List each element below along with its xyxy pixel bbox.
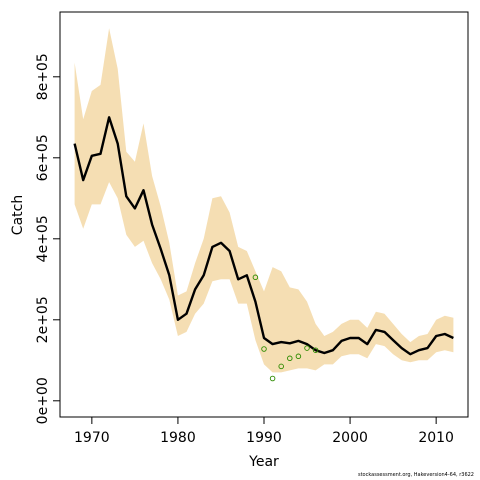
x-tick-label: 2000 xyxy=(332,430,368,446)
credit-text: stockassessment.org, Hakeversion4-64, r3… xyxy=(357,472,474,478)
y-axis: 0e+00 2e+05 4e+05 6e+05 8e+05 xyxy=(35,53,61,424)
x-axis-label: Year xyxy=(248,454,279,470)
y-axis-label: Catch xyxy=(10,195,26,235)
catch-estimate-line xyxy=(73,116,454,356)
observed-catch-point xyxy=(252,274,259,281)
y-tick-label: 0e+00 xyxy=(35,377,51,424)
observed-catch-point xyxy=(295,353,302,360)
x-tick-label: 1970 xyxy=(74,430,110,446)
y-tick-label: 4e+05 xyxy=(35,215,51,262)
observed-catch-point xyxy=(269,375,276,382)
observed-catch-point xyxy=(304,345,310,351)
observed-catch-point xyxy=(278,363,284,370)
y-tick-label: 8e+05 xyxy=(35,53,51,100)
observed-catch-point xyxy=(261,346,267,352)
catch-line-layer xyxy=(73,116,454,356)
observed-catch-point xyxy=(287,355,293,362)
observed-catch-point xyxy=(312,347,319,353)
confidence-band-layer xyxy=(74,28,454,373)
x-tick-label: 1980 xyxy=(160,430,196,446)
x-axis: 1970 1980 1990 2000 2010 xyxy=(74,416,454,446)
confidence-band xyxy=(74,28,454,373)
y-tick-label: 2e+05 xyxy=(35,296,51,343)
x-tick-label: 1990 xyxy=(246,430,282,446)
y-tick-label: 6e+05 xyxy=(35,134,51,181)
observed-points-layer xyxy=(252,274,319,382)
x-tick-label: 2010 xyxy=(418,430,454,446)
